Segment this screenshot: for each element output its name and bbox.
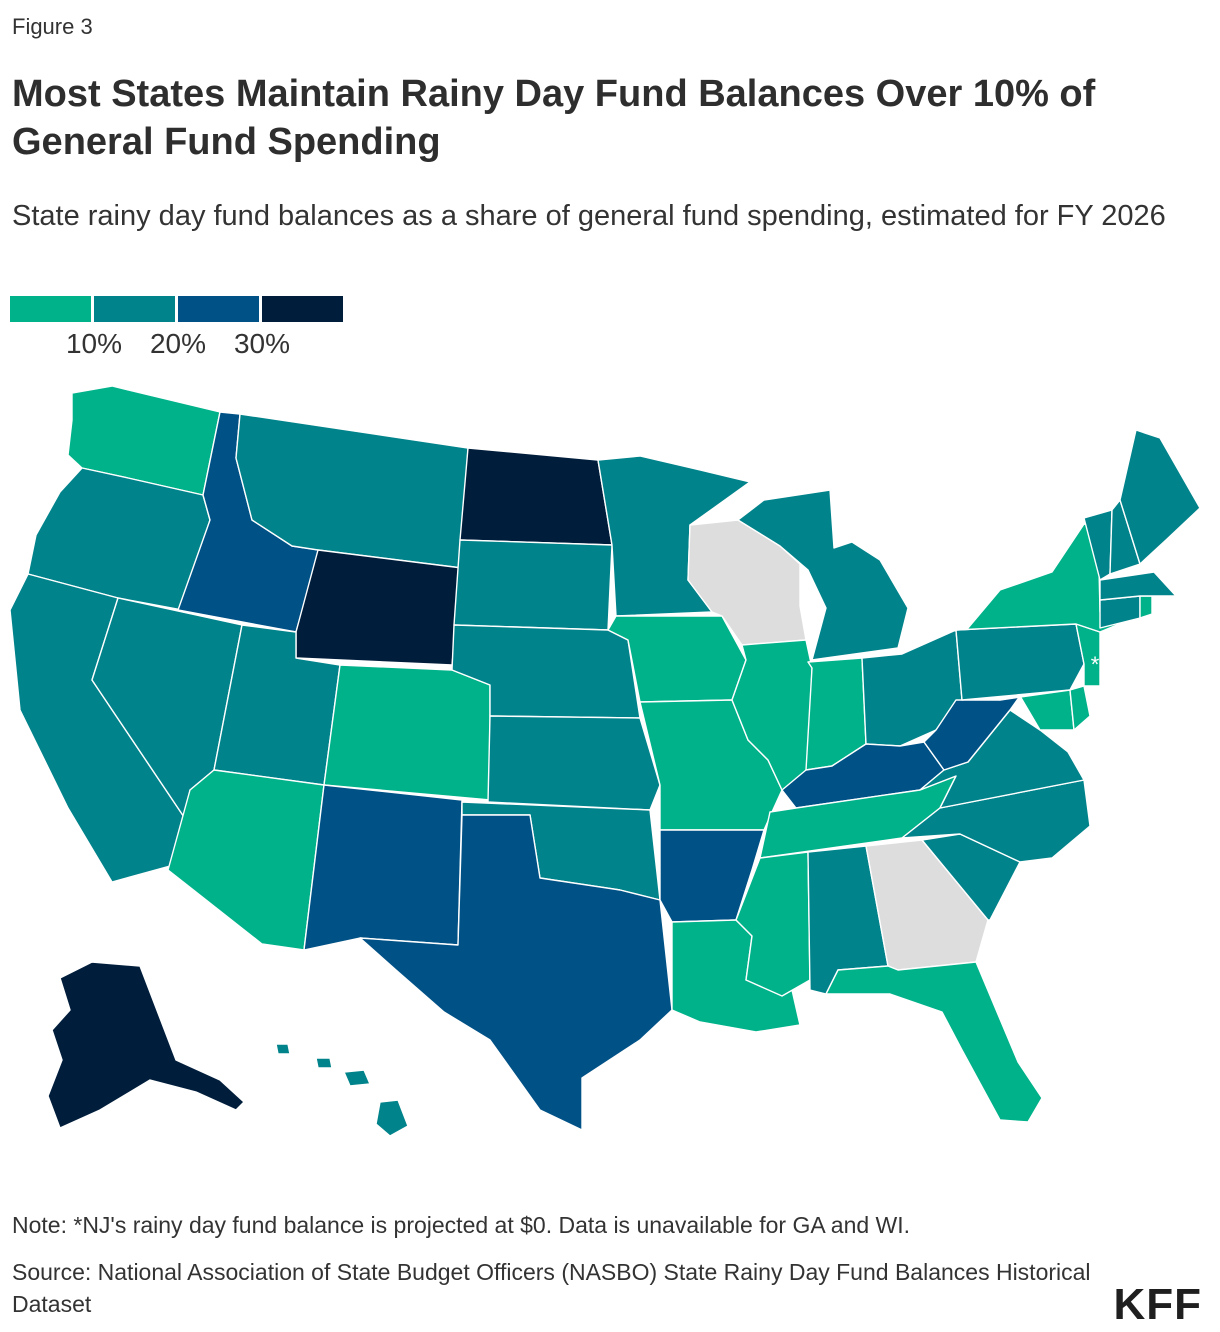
state-IL[interactable] [731,639,813,791]
legend-swatch-10to20 [94,296,175,322]
state-OR[interactable] [27,467,211,611]
state-HI-oahu [315,1057,333,1069]
us-map-svg: * [9,385,1201,1137]
state-MI[interactable] [737,489,909,661]
state-ND[interactable] [459,447,613,546]
us-map: * [0,370,1220,1170]
chart-subtitle: State rainy day fund balances as a share… [12,200,1166,232]
state-FL[interactable] [825,961,1043,1123]
legend-tick-30: 30% [233,328,291,359]
state-HI-kauai [275,1043,291,1055]
state-SD[interactable] [453,539,613,631]
state-NM[interactable] [303,784,463,951]
legend-swatch-lt10 [10,296,91,322]
state-CT[interactable] [1099,595,1141,629]
chart-source: Source: National Association of State Bu… [12,1259,1091,1317]
nj-asterisk-marker: * [1091,652,1100,677]
figure-kicker: Figure 3 [12,14,93,39]
state-ME[interactable] [1119,429,1201,565]
state-KS[interactable] [487,715,661,811]
state-DE[interactable] [1069,685,1091,731]
state-MA[interactable] [1099,571,1177,601]
state-AK[interactable] [47,961,245,1129]
state-MD[interactable] [999,689,1075,731]
state-PA[interactable] [955,623,1085,701]
state-HI-maui [343,1069,371,1087]
legend-ticks: 10% 20% 30% [10,322,343,362]
legend-swatch-20to30 [178,296,259,322]
legend-swatch-gt30 [262,296,343,322]
state-WY[interactable] [295,549,463,666]
state-RI[interactable] [1139,595,1153,619]
legend-tick-20: 20% [149,328,207,359]
legend: 10% 20% 30% [10,296,343,362]
chart-title: Most States Maintain Rainy Day Fund Bala… [12,73,1096,163]
legend-tick-10: 10% [65,328,123,359]
chart-note: Note: *NJ's rainy day fund balance is pr… [12,1212,911,1238]
state-HI[interactable] [375,1099,409,1137]
legend-bar [10,296,343,322]
state-TX[interactable] [359,814,673,1131]
state-CO[interactable] [323,664,491,801]
kff-logo: KFF [1113,1280,1202,1329]
state-AZ[interactable] [167,769,325,951]
